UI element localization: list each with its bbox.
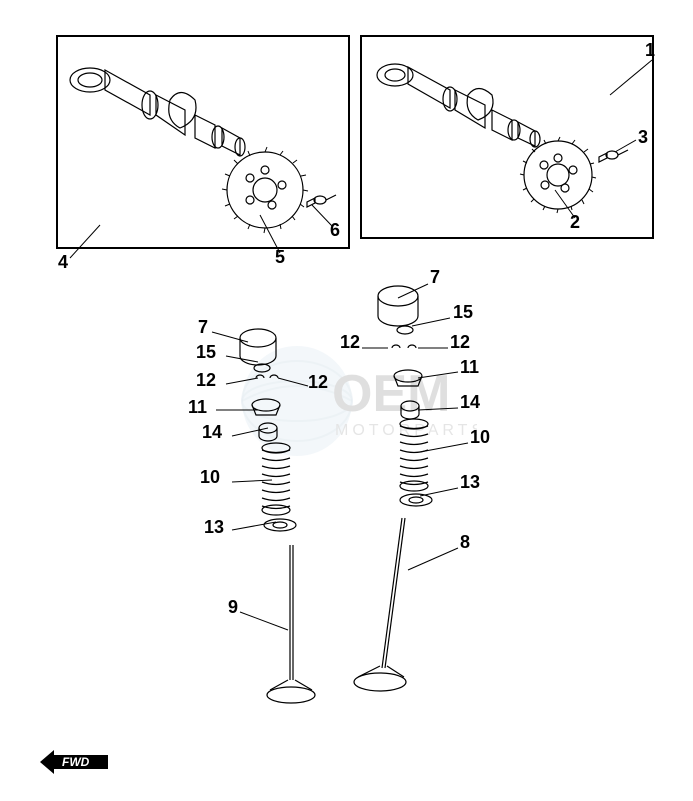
retainer-right [394, 370, 422, 386]
callout-7-right: 7 [430, 267, 440, 288]
spring-seat-right [400, 494, 432, 506]
callout-7-left: 7 [198, 317, 208, 338]
seal-right [401, 401, 419, 411]
fwd-label: FWD [62, 755, 90, 769]
callout-9: 9 [228, 597, 238, 618]
callout-13-left: 13 [204, 517, 224, 538]
callout-3: 3 [638, 127, 648, 148]
callout-15-left: 15 [196, 342, 216, 363]
spring-right [400, 419, 428, 491]
retainer-left [252, 399, 280, 415]
callout-6: 6 [330, 220, 340, 241]
cotters-right [392, 345, 416, 348]
callout-12-right-a: 12 [340, 332, 360, 353]
callout-11-right: 11 [460, 357, 479, 378]
callout-14-left: 14 [202, 422, 222, 443]
callout-4: 4 [58, 252, 68, 273]
callout-14-right: 14 [460, 392, 480, 413]
fwd-badge: FWD [40, 748, 110, 776]
assembly-box-right [360, 35, 654, 239]
shim-right [397, 326, 413, 334]
valve-exhaust [267, 545, 315, 703]
callout-12-left-a: 12 [196, 370, 216, 391]
callout-13-right: 13 [460, 472, 480, 493]
callout-12-right-b: 12 [450, 332, 470, 353]
diagram-container: OEM MOTORPARTS [0, 0, 693, 801]
callout-11-left: 11 [188, 397, 207, 418]
spring-seat-left [264, 519, 296, 531]
assembly-box-left [56, 35, 350, 249]
callout-5: 5 [275, 247, 285, 268]
spring-left [262, 443, 290, 515]
callout-12-left-b: 12 [308, 372, 328, 393]
callout-10-right: 10 [470, 427, 490, 448]
valve-intake [354, 518, 406, 691]
callout-8: 8 [460, 532, 470, 553]
callout-15-right: 15 [453, 302, 473, 323]
cotters-left [256, 375, 278, 378]
callout-10-left: 10 [200, 467, 220, 488]
callout-2: 2 [570, 212, 580, 233]
callout-1: 1 [645, 40, 655, 61]
